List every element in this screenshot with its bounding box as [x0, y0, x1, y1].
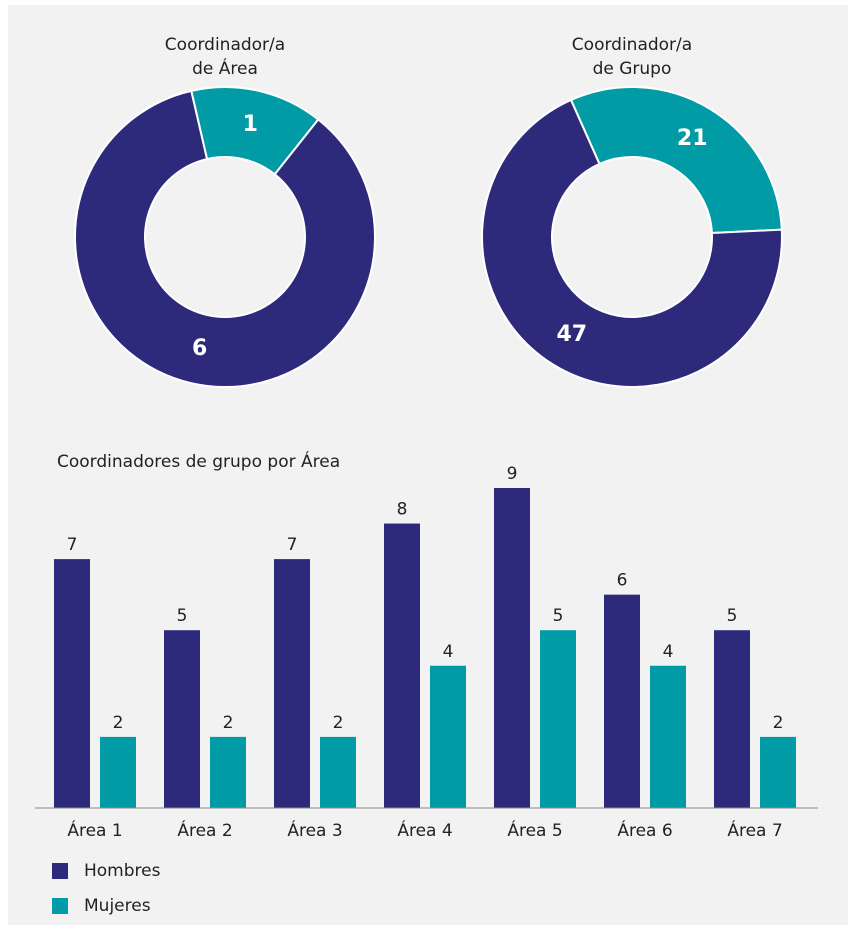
data-label: 5	[553, 606, 564, 626]
data-label: 6	[192, 336, 207, 361]
data-label: 4	[443, 642, 454, 662]
bar	[164, 630, 200, 808]
donut-slice	[569, 86, 783, 235]
legend-label: Hombres	[84, 861, 161, 881]
bar	[384, 523, 420, 808]
data-label: 47	[556, 322, 587, 347]
legend-swatch	[52, 898, 68, 914]
data-label: 5	[727, 606, 738, 626]
data-label: 5	[177, 606, 188, 626]
x-tick-label: Área 1	[67, 819, 122, 841]
x-tick-label: Área 3	[287, 819, 342, 841]
bar	[54, 559, 90, 808]
donut-slice	[74, 89, 376, 388]
legend-label: Mujeres	[84, 896, 151, 916]
data-label: 6	[617, 571, 628, 591]
chart-title: de Grupo	[593, 59, 672, 79]
data-label: 21	[677, 126, 708, 151]
data-label: 7	[67, 535, 78, 555]
chart-title: Coordinadores de grupo por Área	[57, 450, 340, 472]
chart-title: de Área	[192, 57, 258, 79]
bar	[540, 630, 576, 808]
data-label: 2	[113, 713, 124, 733]
bar	[430, 665, 466, 808]
donut-slice	[481, 98, 783, 388]
data-label: 1	[243, 112, 258, 137]
x-tick-label: Área 4	[397, 819, 452, 841]
x-tick-label: Área 7	[727, 819, 782, 841]
data-label: 2	[773, 713, 784, 733]
x-tick-label: Área 2	[177, 819, 232, 841]
data-label: 9	[507, 464, 518, 484]
chart-title: Coordinador/a	[165, 35, 285, 55]
x-tick-label: Área 6	[617, 819, 672, 841]
data-label: 7	[287, 535, 298, 555]
data-label: 2	[223, 713, 234, 733]
bar	[100, 736, 136, 808]
data-label: 8	[397, 500, 408, 520]
bar	[320, 736, 356, 808]
chart-title: Coordinador/a	[572, 35, 692, 55]
bar	[650, 665, 686, 808]
x-tick-label: Área 5	[507, 819, 562, 841]
bar	[760, 736, 796, 808]
data-label: 2	[333, 713, 344, 733]
bar	[210, 736, 246, 808]
bar	[494, 488, 530, 808]
data-label: 4	[663, 642, 674, 662]
bar	[274, 559, 310, 808]
bar	[714, 630, 750, 808]
bar	[604, 594, 640, 808]
legend-swatch	[52, 863, 68, 879]
